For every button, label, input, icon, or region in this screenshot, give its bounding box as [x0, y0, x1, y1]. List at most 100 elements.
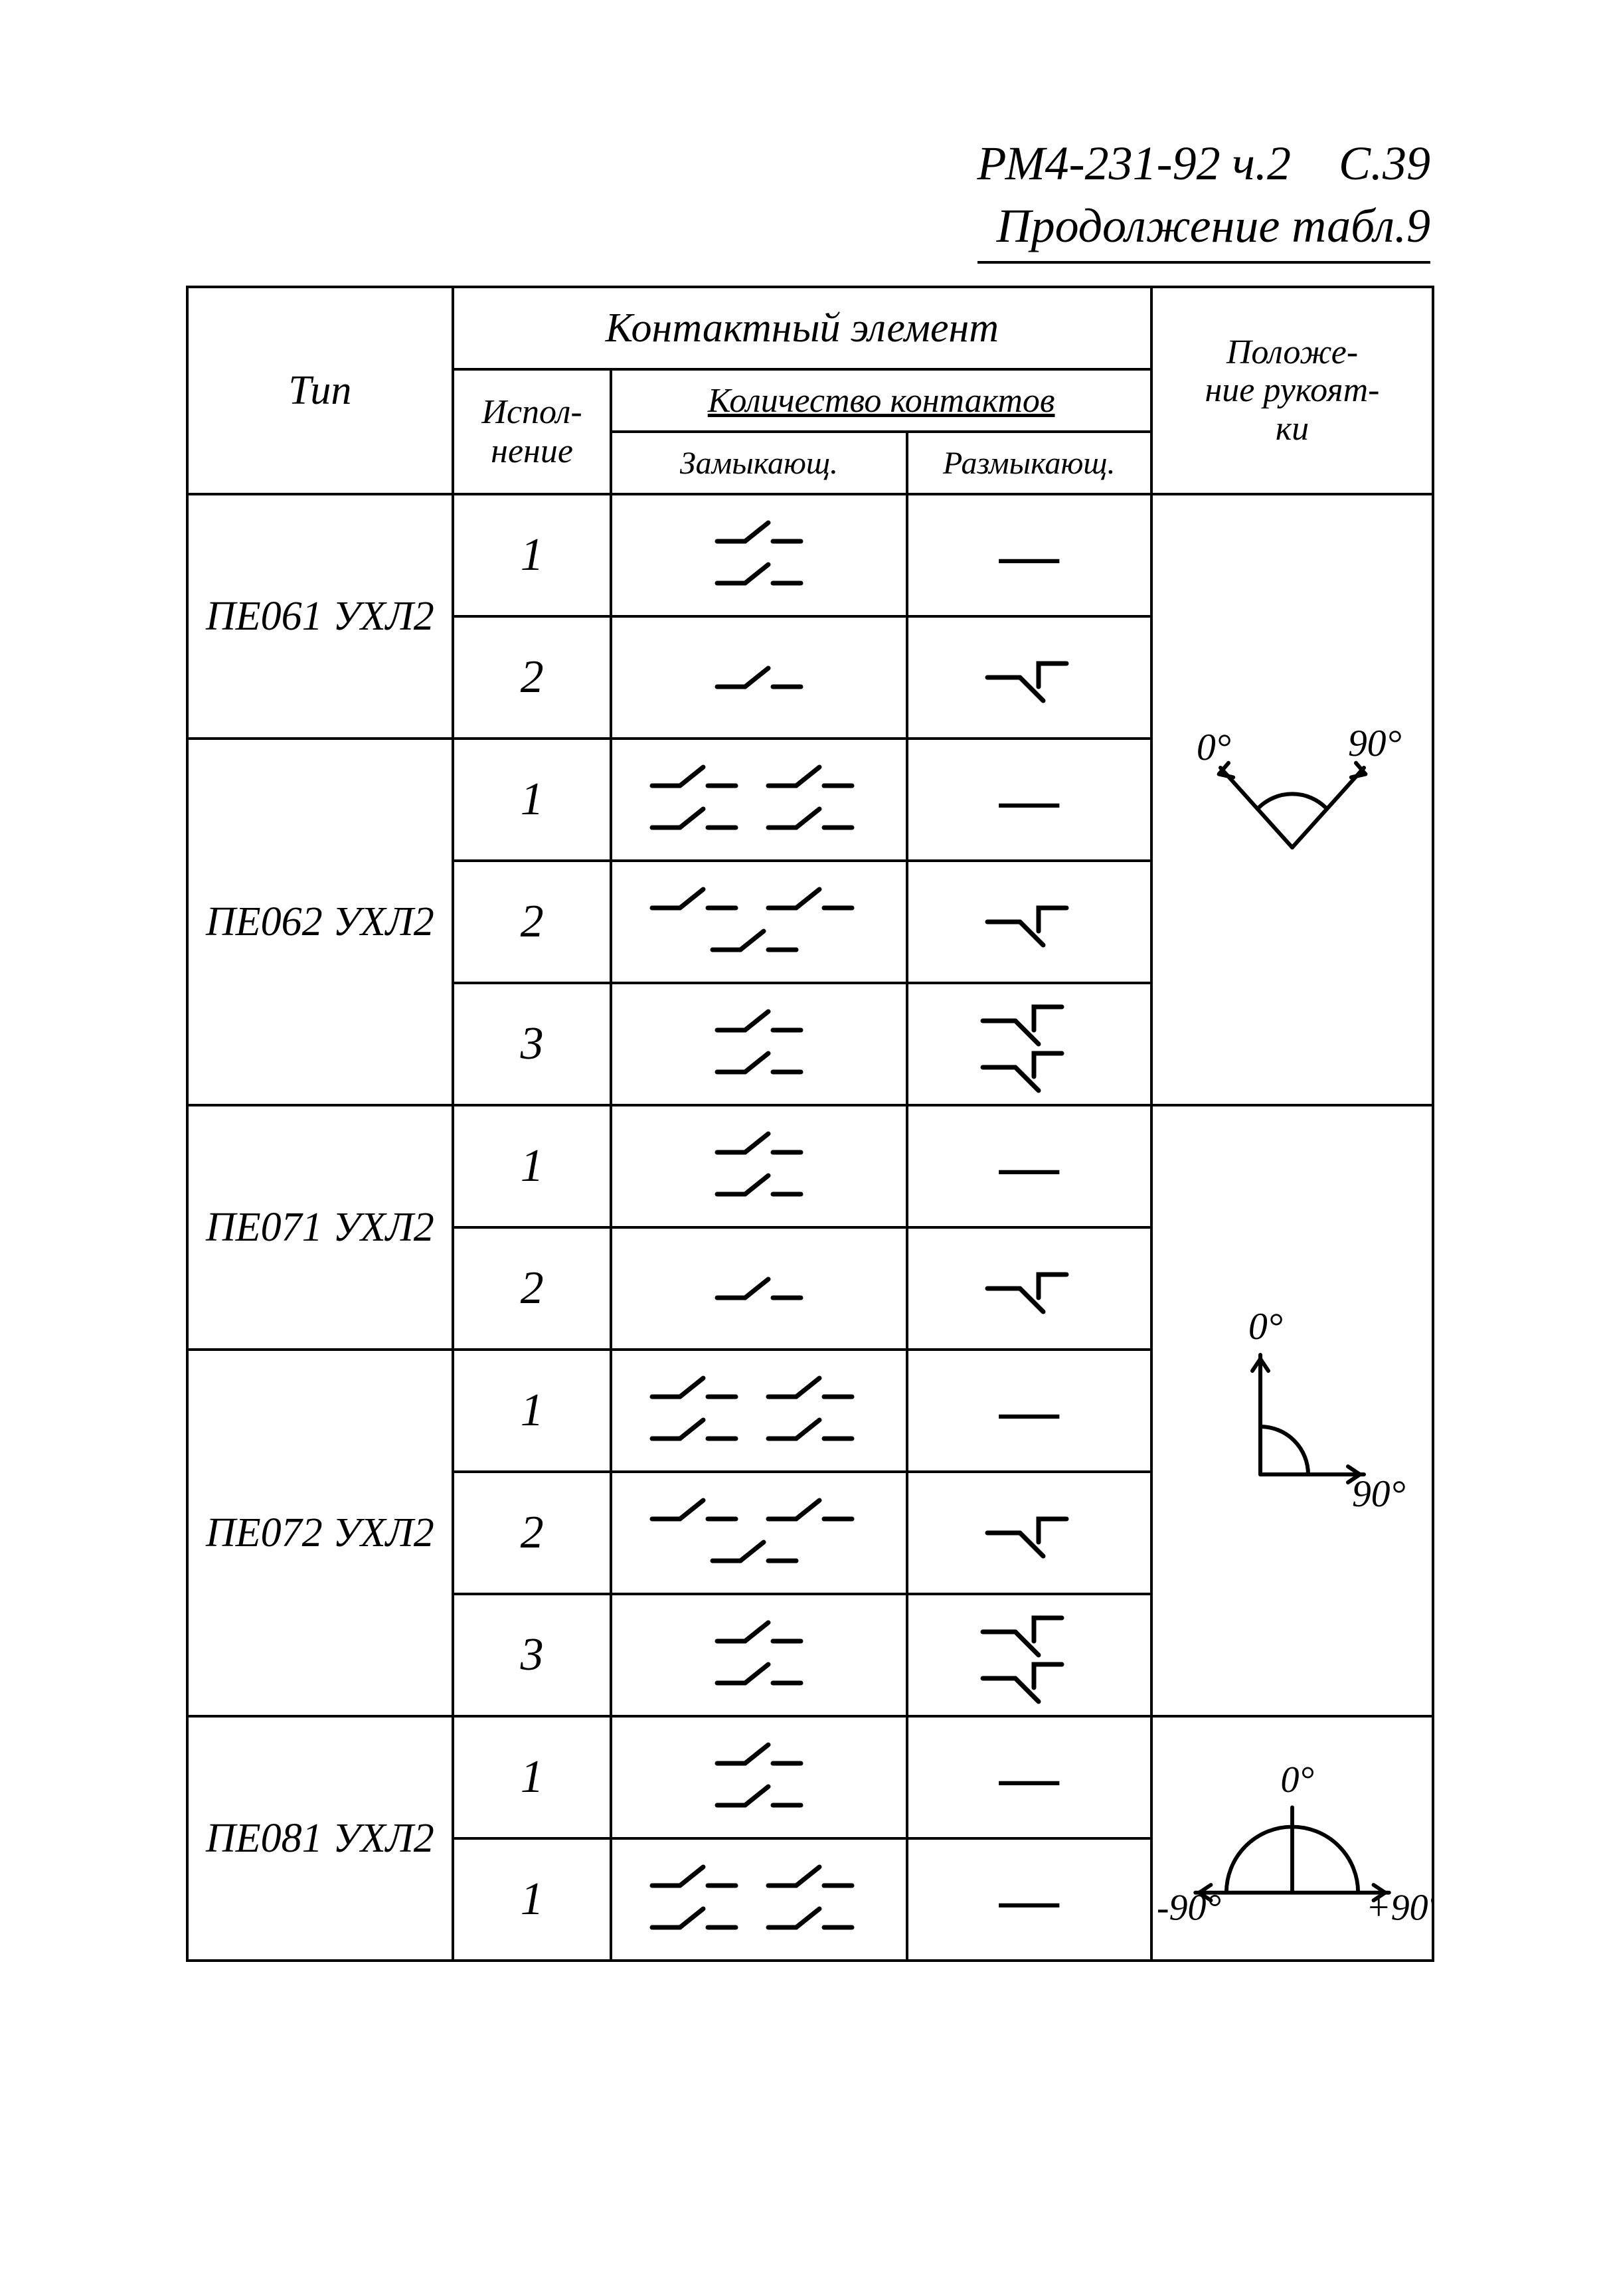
- exec-cell: 1: [453, 1716, 612, 1838]
- opening-symbol-cell: [907, 983, 1151, 1105]
- col-execution: Испол- нение: [453, 369, 612, 494]
- closing-symbol: [612, 509, 905, 602]
- angle-diagram: 0° -90° +90°: [1153, 1745, 1432, 1931]
- dash-icon: —: [999, 1866, 1059, 1934]
- exec-cell: 3: [453, 1594, 612, 1716]
- opening-symbol-cell: —: [907, 1716, 1151, 1838]
- table-row: ПЕ071 УХЛ21— 0° 90°: [187, 1105, 1433, 1227]
- closing-symbol-cell: [611, 494, 906, 616]
- type-cell: ПЕ061 УХЛ2: [187, 494, 453, 739]
- svg-text:0°: 0°: [1280, 1759, 1313, 1801]
- closing-symbol-cell: [611, 1105, 906, 1227]
- col-handle-pos: Положе- ние рукоят- ки: [1151, 287, 1433, 494]
- opening-symbol: [908, 1604, 1150, 1706]
- exec-cell: 1: [453, 1350, 612, 1472]
- svg-text:0°: 0°: [1197, 727, 1231, 768]
- svg-text:0°: 0°: [1248, 1306, 1283, 1348]
- closing-symbol-cell: [611, 1838, 906, 1961]
- closing-symbol: [612, 998, 905, 1091]
- opening-symbol: —: [908, 1132, 1150, 1201]
- angle-diagram: 0° 90°: [1153, 1291, 1432, 1530]
- angle-diagram: 0° 90°: [1153, 712, 1432, 887]
- continuation-label: Продолжение табл.9: [977, 195, 1431, 264]
- closing-symbol-cell: [611, 1472, 906, 1594]
- opening-symbol-cell: [907, 1472, 1151, 1594]
- closing-symbol: [612, 1731, 905, 1824]
- closing-symbol: [612, 1853, 905, 1946]
- dash-icon: —: [999, 766, 1059, 834]
- svg-text:-90°: -90°: [1157, 1888, 1221, 1929]
- table-row: ПЕ081 УХЛ21— 0° -90° +90°: [187, 1716, 1433, 1838]
- opening-symbol: —: [908, 1866, 1150, 1934]
- main-table: Тип Контактный элемент Положе- ние рукоя…: [186, 286, 1434, 1962]
- closing-symbol: [612, 875, 905, 968]
- exec-cell: 1: [453, 1838, 612, 1961]
- opening-symbol-cell: —: [907, 494, 1151, 616]
- closing-symbol: [612, 1609, 905, 1702]
- dash-icon: —: [999, 1377, 1059, 1445]
- closing-symbol-cell: [611, 616, 906, 739]
- col-contact-count: Количество контактов: [611, 369, 1151, 432]
- col-handle-pos-text: Положе- ние рукоят- ки: [1205, 333, 1380, 447]
- opening-symbol: [908, 1500, 1150, 1565]
- opening-symbol-cell: [907, 616, 1151, 739]
- closing-symbol-cell: [611, 1350, 906, 1472]
- main-table-wrapper: Тип Контактный элемент Положе- ние рукоя…: [186, 286, 1434, 1962]
- opening-symbol-cell: [907, 1227, 1151, 1350]
- exec-cell: 2: [453, 861, 612, 983]
- opening-symbol-cell: —: [907, 739, 1151, 861]
- opening-symbol: [908, 889, 1150, 954]
- exec-cell: 3: [453, 983, 612, 1105]
- col-opening: Размыкающ.: [907, 432, 1151, 494]
- dash-icon: —: [999, 1132, 1059, 1201]
- closing-symbol: [612, 1265, 905, 1312]
- angle-diagram-cell: 0° 90°: [1151, 1105, 1433, 1716]
- table-row: ПЕ061 УХЛ21— 0° 90°: [187, 494, 1433, 616]
- closing-symbol: [612, 1486, 905, 1579]
- exec-cell: 2: [453, 1472, 612, 1594]
- svg-text:+90°: +90°: [1366, 1888, 1432, 1929]
- opening-symbol-cell: [907, 1594, 1151, 1716]
- col-contact-element: Контактный элемент: [453, 287, 1151, 369]
- closing-symbol: [612, 753, 905, 846]
- col-type: Тип: [187, 287, 453, 494]
- opening-symbol: [908, 645, 1150, 710]
- opening-symbol: [908, 1256, 1150, 1321]
- svg-text:90°: 90°: [1352, 1473, 1406, 1515]
- closing-symbol-cell: [611, 861, 906, 983]
- closing-symbol-cell: [611, 1227, 906, 1350]
- exec-cell: 2: [453, 616, 612, 739]
- exec-cell: 1: [453, 739, 612, 861]
- dash-icon: —: [999, 521, 1059, 590]
- closing-symbol-cell: [611, 1716, 906, 1838]
- exec-cell: 1: [453, 494, 612, 616]
- opening-symbol-cell: [907, 861, 1151, 983]
- closing-symbol-cell: [611, 983, 906, 1105]
- doc-code: РМ4-231-92 ч.2: [977, 137, 1291, 190]
- closing-symbol-cell: [611, 1594, 906, 1716]
- angle-diagram-cell: 0° 90°: [1151, 494, 1433, 1105]
- opening-symbol-cell: —: [907, 1838, 1151, 1961]
- col-contact-count-text: Количество контактов: [708, 382, 1055, 420]
- opening-symbol: —: [908, 1743, 1150, 1812]
- exec-cell: 2: [453, 1227, 612, 1350]
- page-header: РМ4-231-92 ч.2 С.39 Продолжение табл.9: [977, 133, 1431, 264]
- table-body: ПЕ061 УХЛ21— 0° 90° 2ПЕ062 УХЛ21—23ПЕ071…: [187, 494, 1433, 1961]
- opening-symbol: —: [908, 1377, 1150, 1445]
- opening-symbol-cell: —: [907, 1105, 1151, 1227]
- type-cell: ПЕ081 УХЛ2: [187, 1716, 453, 1961]
- exec-cell: 1: [453, 1105, 612, 1227]
- type-cell: ПЕ072 УХЛ2: [187, 1350, 453, 1716]
- svg-text:90°: 90°: [1348, 723, 1402, 764]
- opening-symbol: —: [908, 766, 1150, 834]
- dash-icon: —: [999, 1743, 1059, 1812]
- closing-symbol: [612, 1120, 905, 1213]
- type-cell: ПЕ071 УХЛ2: [187, 1105, 453, 1350]
- opening-symbol: —: [908, 521, 1150, 590]
- closing-symbol-cell: [611, 739, 906, 861]
- angle-diagram-cell: 0° -90° +90°: [1151, 1716, 1433, 1961]
- type-cell: ПЕ062 УХЛ2: [187, 739, 453, 1105]
- closing-symbol: [612, 1364, 905, 1457]
- col-closing: Замыкающ.: [611, 432, 906, 494]
- closing-symbol: [612, 654, 905, 701]
